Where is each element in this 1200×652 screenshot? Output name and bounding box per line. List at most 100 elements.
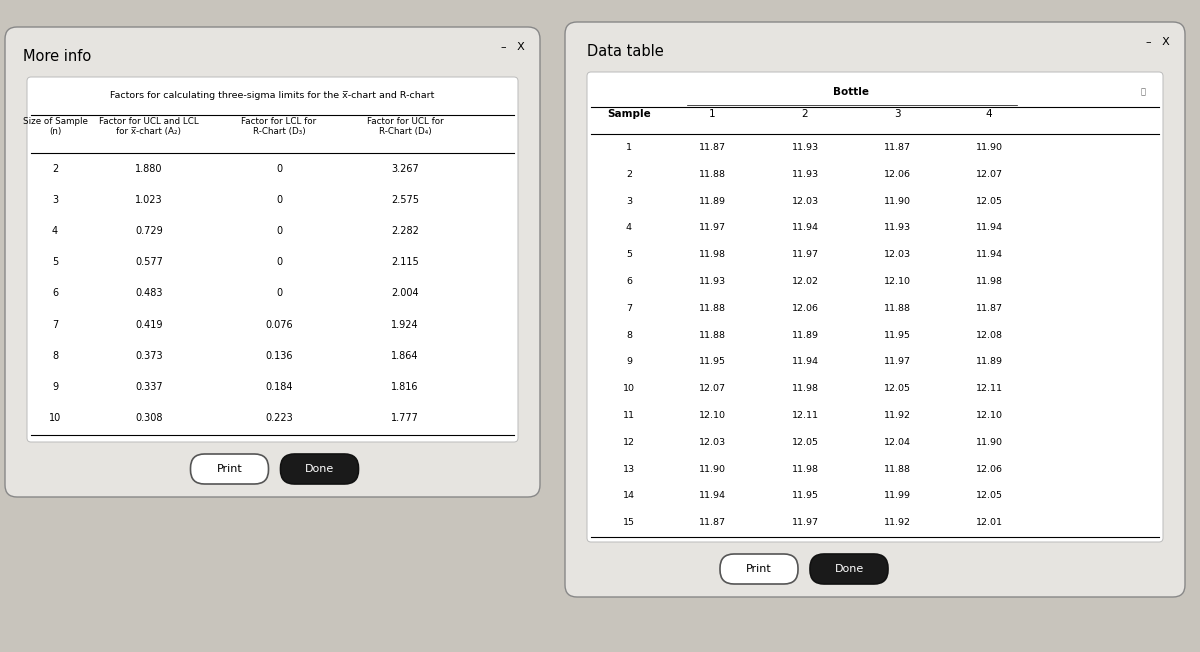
Text: –   X: – X: [1146, 37, 1170, 47]
Text: 8: 8: [52, 351, 58, 361]
Text: 11.94: 11.94: [792, 223, 818, 232]
Text: 3: 3: [626, 196, 632, 205]
Text: 0.577: 0.577: [136, 258, 163, 267]
Text: 11.87: 11.87: [698, 518, 726, 527]
Text: 15: 15: [623, 518, 635, 527]
Text: 11.99: 11.99: [883, 492, 911, 500]
Text: 3: 3: [894, 109, 900, 119]
Text: More info: More info: [23, 49, 91, 64]
Text: 4: 4: [626, 223, 632, 232]
Text: 11.92: 11.92: [883, 518, 911, 527]
Text: 11.98: 11.98: [792, 464, 818, 473]
Text: 0.337: 0.337: [136, 382, 163, 392]
Text: 2.282: 2.282: [391, 226, 419, 236]
Text: 11.94: 11.94: [976, 250, 1002, 259]
Text: 11.93: 11.93: [698, 277, 726, 286]
Text: 12.07: 12.07: [698, 384, 726, 393]
Text: 11.97: 11.97: [883, 357, 911, 366]
Text: 12.06: 12.06: [792, 304, 818, 313]
Text: 13: 13: [623, 464, 635, 473]
Text: 0.184: 0.184: [265, 382, 293, 392]
Text: 6: 6: [626, 277, 632, 286]
Text: 12.10: 12.10: [883, 277, 911, 286]
Text: 2.115: 2.115: [391, 258, 419, 267]
Text: 11.97: 11.97: [792, 518, 818, 527]
Text: 12.05: 12.05: [792, 437, 818, 447]
Text: 11.97: 11.97: [698, 223, 726, 232]
Text: 12.05: 12.05: [883, 384, 911, 393]
Text: Factor for LCL for
R-Chart (D₃): Factor for LCL for R-Chart (D₃): [241, 117, 317, 136]
Text: Print: Print: [746, 564, 772, 574]
Text: 11.93: 11.93: [792, 170, 818, 179]
Text: 11.95: 11.95: [698, 357, 726, 366]
Text: 12.11: 12.11: [792, 411, 818, 420]
Text: 0.373: 0.373: [136, 351, 163, 361]
Text: 11.95: 11.95: [792, 492, 818, 500]
Text: Done: Done: [834, 564, 864, 574]
FancyBboxPatch shape: [565, 22, 1186, 597]
Text: 0.419: 0.419: [136, 319, 163, 330]
Text: 0: 0: [276, 226, 282, 236]
Text: 11.90: 11.90: [698, 464, 726, 473]
Text: 9: 9: [52, 382, 58, 392]
Text: 0: 0: [276, 258, 282, 267]
Text: 10: 10: [49, 413, 61, 423]
Text: 11.88: 11.88: [698, 331, 726, 340]
Text: 12.06: 12.06: [976, 464, 1002, 473]
FancyBboxPatch shape: [720, 554, 798, 584]
Text: 1.864: 1.864: [391, 351, 419, 361]
Text: 11.93: 11.93: [792, 143, 818, 152]
Text: 3.267: 3.267: [391, 164, 419, 173]
Text: Data table: Data table: [587, 44, 664, 59]
Text: 7: 7: [52, 319, 58, 330]
Text: –   X: – X: [502, 42, 524, 52]
Text: 0.223: 0.223: [265, 413, 293, 423]
Text: 11.98: 11.98: [976, 277, 1002, 286]
Text: 1.816: 1.816: [391, 382, 419, 392]
Text: 2: 2: [626, 170, 632, 179]
Text: ⧉: ⧉: [1140, 87, 1146, 96]
Text: Print: Print: [217, 464, 242, 474]
Text: 1.777: 1.777: [391, 413, 419, 423]
Text: 11.87: 11.87: [698, 143, 726, 152]
Text: 3: 3: [52, 195, 58, 205]
Text: 12.03: 12.03: [792, 196, 818, 205]
Text: 0.729: 0.729: [136, 226, 163, 236]
Text: 0: 0: [276, 195, 282, 205]
Text: 11.87: 11.87: [883, 143, 911, 152]
Text: 11.88: 11.88: [698, 304, 726, 313]
Text: 11.94: 11.94: [698, 492, 726, 500]
Text: 0: 0: [276, 164, 282, 173]
Text: 1.880: 1.880: [136, 164, 163, 173]
Text: Bottle: Bottle: [833, 87, 869, 97]
Text: Factor for UCL and LCL
for x̅-chart (A₂): Factor for UCL and LCL for x̅-chart (A₂): [100, 117, 199, 136]
FancyBboxPatch shape: [191, 454, 269, 484]
Text: 6: 6: [52, 288, 58, 299]
Text: 11.92: 11.92: [883, 411, 911, 420]
Text: 5: 5: [52, 258, 58, 267]
Text: 0: 0: [276, 288, 282, 299]
Text: 10: 10: [623, 384, 635, 393]
Text: 12.08: 12.08: [976, 331, 1002, 340]
Text: 11.95: 11.95: [883, 331, 911, 340]
Text: 12.04: 12.04: [883, 437, 911, 447]
Text: 12.05: 12.05: [976, 492, 1002, 500]
Text: 2.004: 2.004: [391, 288, 419, 299]
Text: 1: 1: [626, 143, 632, 152]
Text: 12.11: 12.11: [976, 384, 1002, 393]
Text: 8: 8: [626, 331, 632, 340]
Text: 14: 14: [623, 492, 635, 500]
Text: 1.023: 1.023: [136, 195, 163, 205]
Text: 0.136: 0.136: [265, 351, 293, 361]
Text: 12.06: 12.06: [883, 170, 911, 179]
Text: 11.88: 11.88: [883, 304, 911, 313]
Text: 5: 5: [626, 250, 632, 259]
Text: 11.88: 11.88: [698, 170, 726, 179]
Text: 11.90: 11.90: [976, 143, 1002, 152]
Text: 12.05: 12.05: [976, 196, 1002, 205]
Text: 11.98: 11.98: [792, 384, 818, 393]
FancyBboxPatch shape: [281, 454, 359, 484]
Text: 11.93: 11.93: [883, 223, 911, 232]
Text: Size of Sample
(n): Size of Sample (n): [23, 117, 88, 136]
Text: 2: 2: [802, 109, 809, 119]
